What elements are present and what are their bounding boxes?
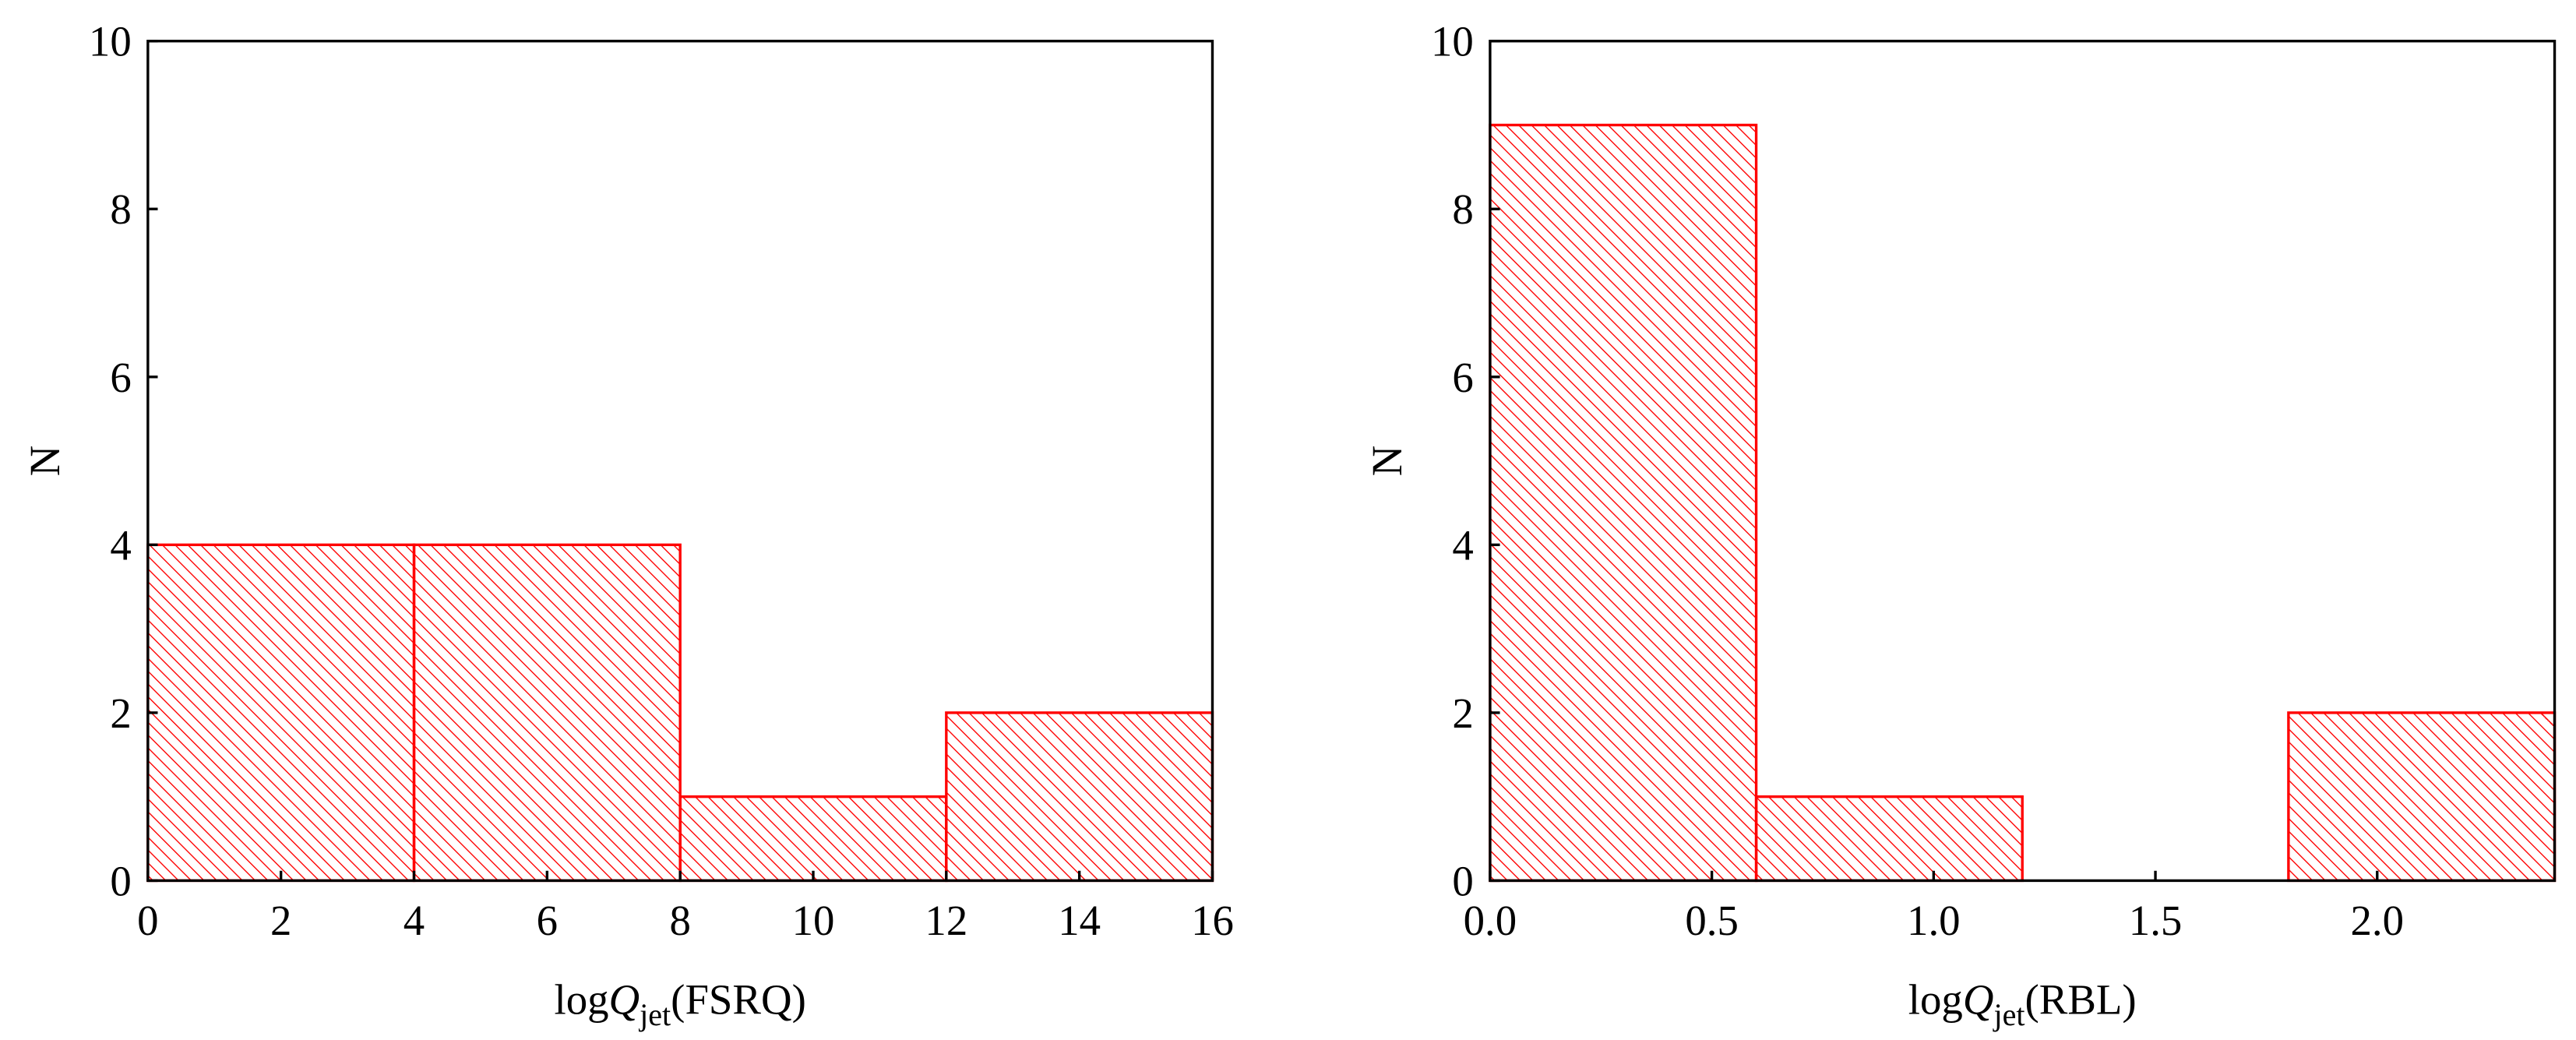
x-tick-label: 0.5 — [1685, 897, 1739, 944]
x-tick-label: 1.5 — [2129, 897, 2183, 944]
y-axis-label: N — [1363, 446, 1411, 477]
plot-frame — [1489, 40, 2557, 883]
x-tick-label: 12 — [925, 897, 967, 944]
x-tick-label: 16 — [1191, 897, 1234, 944]
y-tick-label: 0 — [1452, 857, 1473, 904]
x-tick-label: 6 — [537, 897, 558, 944]
y-tick-label: 10 — [1431, 18, 1474, 65]
y-axis-label: N — [21, 446, 69, 477]
y-tick-label: 4 — [110, 521, 131, 569]
x-tick-label: 14 — [1058, 897, 1101, 944]
y-tick-label: 4 — [1452, 521, 1473, 569]
x-tick-label: 4 — [403, 897, 425, 944]
x-tick-label: 2 — [270, 897, 291, 944]
y-tick-label: 0 — [110, 857, 131, 904]
y-tick-label: 6 — [1452, 354, 1473, 401]
x-tick-label: 10 — [792, 897, 835, 944]
x-label-suffix: (RBL) — [2025, 975, 2137, 1023]
bar — [2287, 711, 2557, 883]
x-label-subscript: jet — [638, 997, 671, 1032]
y-tick-label: 10 — [89, 18, 132, 65]
x-tick-label: 8 — [669, 897, 690, 944]
y-tick-label: 2 — [1452, 689, 1473, 737]
x-label-prefix: log — [1908, 975, 1963, 1023]
x-label-italic: Q — [1963, 975, 1994, 1023]
x-tick-label: 2.0 — [2350, 897, 2404, 944]
x-tick-label: 1.0 — [1907, 897, 1961, 944]
x-label-prefix: log — [554, 975, 608, 1023]
x-label-suffix: (FSRQ) — [671, 975, 806, 1023]
y-tick-label: 8 — [1452, 185, 1473, 233]
bar — [1489, 123, 1758, 883]
x-label-subscript: jet — [1992, 997, 2025, 1032]
bar — [678, 795, 948, 883]
x-axis-label: logQjet(FSRQ) — [554, 975, 805, 1032]
bar — [146, 543, 416, 883]
bar — [945, 711, 1214, 883]
x-label-italic: Q — [609, 975, 640, 1023]
y-tick-label: 6 — [110, 354, 131, 401]
y-tick-label: 2 — [110, 689, 131, 737]
x-tick-label: 0.0 — [1464, 897, 1517, 944]
y-tick-label: 8 — [110, 185, 131, 233]
x-axis-label: logQjet(RBL) — [1908, 975, 2137, 1032]
bar — [412, 543, 682, 883]
bar — [1754, 795, 2024, 883]
x-tick-label: 0 — [137, 897, 158, 944]
